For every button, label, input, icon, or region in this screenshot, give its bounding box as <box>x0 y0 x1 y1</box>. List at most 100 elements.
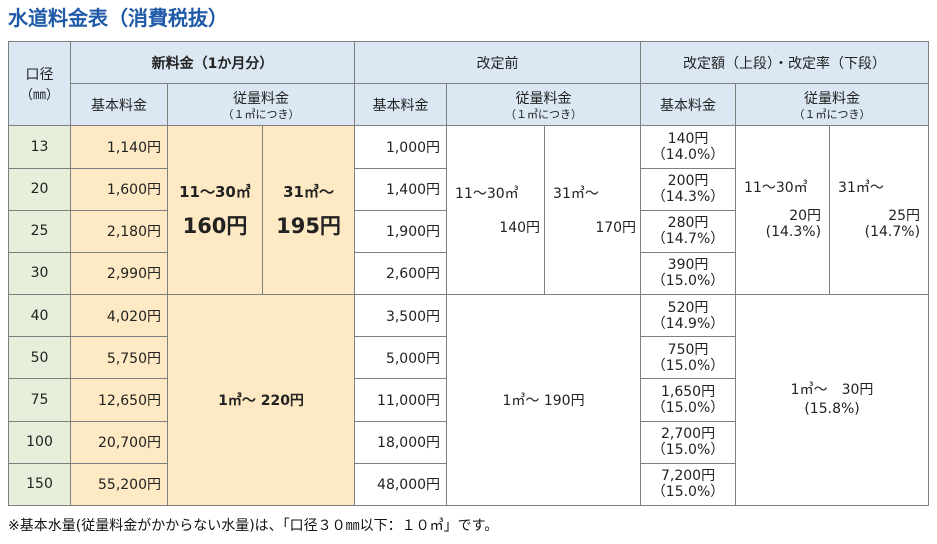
bore-cell: 75 <box>8 378 71 422</box>
old-large-volume-cell: 1㎥～ 190円 <box>446 294 642 506</box>
diff-rate1: (14.3%) <box>765 224 822 241</box>
new-volume-range2-cell: 31㎥～ 195円 <box>261 125 356 296</box>
new-basic-cell: 12,650円 <box>70 378 168 422</box>
diff-rate: （15.0%） <box>651 357 725 374</box>
old-volume-range2-cell: 31㎥～ 170円 <box>544 125 642 296</box>
diff-amount: 140円 <box>667 130 709 147</box>
diff-amount: 280円 <box>667 215 709 232</box>
new-basic-cell: 4,020円 <box>70 294 168 338</box>
new-basic-cell: 1,140円 <box>70 125 168 169</box>
old-volume-unit: （１㎥につき） <box>505 108 583 122</box>
new-volume-label: 従量料金 <box>233 91 290 108</box>
bore-cell: 25 <box>8 209 71 253</box>
old-volume-header: 従量料金 （１㎥につき） <box>446 83 642 127</box>
bore-label: 口径 <box>25 67 54 84</box>
old-basic-header: 基本料金 <box>354 83 448 127</box>
table-row: 40 4,020円 1㎥～ 220円 3,500円 1㎥～ 190円 520円 … <box>8 294 930 506</box>
diff-basic-cell: 520円 （14.9%） <box>640 294 737 338</box>
diff-amount: 1,650円 <box>661 383 716 400</box>
diff-rate: （15.0%） <box>651 484 725 501</box>
table-row: 100 20,700円 18,000円 2,700円 （15.0%） <box>8 420 929 464</box>
diff-amount: 7,200円 <box>661 468 716 485</box>
old-amount2: 170円 <box>595 220 637 237</box>
old-amount1: 140円 <box>499 220 541 237</box>
table-row: 13 1,140円 11～30㎥ 160円 31㎥～ 195円 1,000円 1… <box>8 125 930 296</box>
bore-cell: 13 <box>8 125 71 169</box>
bore-cell: 30 <box>8 251 71 296</box>
diff-amount: 200円 <box>667 173 709 190</box>
diff-basic-cell: 7,200円 （15.0%） <box>640 462 737 507</box>
old-basic-cell: 11,000円 <box>354 378 448 422</box>
diff-large-rate: (15.8%) <box>804 401 860 418</box>
diff-basic-cell: 280円 （14.7%） <box>640 209 737 253</box>
old-basic-cell: 1,000円 <box>354 125 448 169</box>
diff-basic-cell: 1,650円 （15.0%） <box>640 378 737 422</box>
diff-rate: （15.0%） <box>651 399 725 416</box>
new-basic-cell: 2,180円 <box>70 209 168 253</box>
diff-volume-range2-cell: 31㎥～ 25円 (14.7%) <box>829 125 930 296</box>
diff-large-volume-cell: 1㎥～ 30円 (15.8%) <box>735 294 930 506</box>
footnote: ※基本水量(従量料金がかからない水量)は、「口径３０㎜以下：１０㎥」です。 <box>8 518 499 534</box>
new-basic-cell: 20,700円 <box>70 420 168 464</box>
page-title: 水道料金表（消費税抜） <box>8 6 228 30</box>
diff-large-amount: 1㎥～ 30円 <box>790 382 874 399</box>
diff-basic-cell: 140円 （14.0%） <box>640 125 737 169</box>
old-basic-cell: 48,000円 <box>354 462 448 507</box>
diff-amount1: 20円 <box>789 208 822 225</box>
diff-amount: 750円 <box>667 341 709 358</box>
diff-volume-label: 従量料金 <box>804 91 861 108</box>
new-basic-cell: 1,600円 <box>70 167 168 211</box>
diff-basic-cell: 200円 （14.3%） <box>640 167 737 211</box>
bore-header: 口径 （㎜） <box>8 40 71 127</box>
old-volume-label: 従量料金 <box>515 91 572 108</box>
bore-unit: （㎜） <box>19 88 59 104</box>
before-header: 改定前 <box>354 40 642 85</box>
table-row: 30 2,990円 2,600円 390円 （15.0%） <box>8 251 929 296</box>
diff-rate: （15.0%） <box>651 273 725 290</box>
new-volume-header: 従量料金 （１㎥につき） <box>166 83 356 127</box>
old-range2: 31㎥～ <box>553 186 599 203</box>
diff-basic-header: 基本料金 <box>640 83 737 127</box>
new-volume-range1-cell: 11～30㎥ 160円 <box>167 125 263 296</box>
table-row: 150 55,200円 48,000円 7,200円 （15.0%） <box>8 462 929 507</box>
diff-range1: 11～30㎥ <box>744 180 808 197</box>
bore-cell: 40 <box>8 294 71 338</box>
old-volume-range1-cell: 11～30㎥ 140円 <box>446 125 546 296</box>
water-fee-table: 口径 （㎜） 新料金（1か月分） 改定前 改定額（上段）・改定率（下段） 基本料… <box>8 40 930 507</box>
diff-volume-header: 従量料金 （１㎥につき） <box>735 83 930 127</box>
diff-volume-unit: （１㎥につき） <box>793 108 871 122</box>
bore-cell: 50 <box>8 336 71 380</box>
diff-volume-range1-cell: 11～30㎥ 20円 (14.3%) <box>735 125 831 296</box>
new-fee-header: 新料金（1か月分） <box>69 40 356 85</box>
old-range1: 11～30㎥ <box>455 186 519 203</box>
diff-rate2: (14.7%) <box>864 224 921 241</box>
diff-amount: 520円 <box>667 299 709 316</box>
new-amount2: 195円 <box>276 213 341 238</box>
table-row: 20 1,600円 1,400円 200円 （14.3%） <box>8 167 929 211</box>
table-row: 75 12,650円 11,000円 1,650円 （15.0%） <box>8 378 929 422</box>
old-basic-cell: 2,600円 <box>354 251 448 296</box>
new-volume-unit: （１㎥につき） <box>222 108 300 122</box>
new-basic-cell: 2,990円 <box>70 251 168 296</box>
old-basic-cell: 18,000円 <box>354 420 448 464</box>
diff-basic-cell: 2,700円 （15.0%） <box>640 420 737 464</box>
bore-cell: 100 <box>8 420 71 464</box>
table-row: 50 5,750円 5,000円 750円 （15.0%） <box>8 336 929 380</box>
diff-amount: 390円 <box>667 257 709 274</box>
change-header: 改定額（上段）・改定率（下段） <box>640 40 930 85</box>
diff-rate: （14.7%） <box>651 231 725 248</box>
bore-cell: 150 <box>8 462 71 507</box>
old-basic-cell: 1,900円 <box>354 209 448 253</box>
old-basic-cell: 1,400円 <box>354 167 448 211</box>
new-range1: 11～30㎥ <box>179 182 251 201</box>
new-amount1: 160円 <box>182 213 248 238</box>
diff-amount: 2,700円 <box>661 426 716 443</box>
diff-rate: （15.0%） <box>651 442 725 459</box>
new-range2: 31㎥～ <box>283 182 334 201</box>
diff-rate: （14.9%） <box>651 315 725 332</box>
diff-rate: （14.3%） <box>651 189 725 206</box>
new-large-volume-cell: 1㎥～ 220円 <box>166 294 356 506</box>
diff-basic-cell: 390円 （15.0%） <box>640 251 737 296</box>
diff-amount2: 25円 <box>888 208 921 225</box>
new-basic-header: 基本料金 <box>70 83 168 127</box>
